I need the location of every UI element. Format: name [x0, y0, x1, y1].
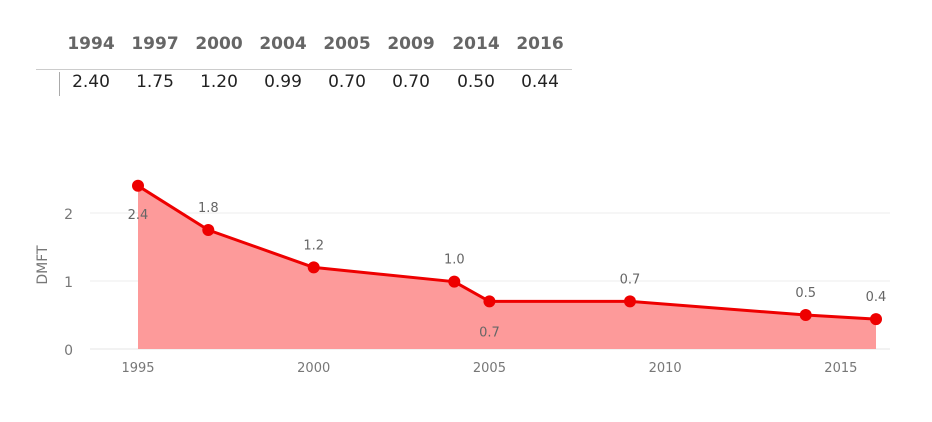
table-header-cell: 1997 — [131, 34, 179, 54]
x-tick-label: 2005 — [473, 361, 506, 376]
data-point — [870, 313, 882, 326]
y-tick-label: 0 — [64, 343, 73, 359]
data-label: 0.7 — [479, 325, 500, 340]
x-tick-label: 1995 — [121, 361, 154, 376]
table-header-cell: 2016 — [516, 34, 564, 54]
data-point — [483, 295, 496, 308]
table-header-cell: 2014 — [452, 34, 500, 54]
data-label: 0.4 — [866, 290, 887, 305]
table-value-cell: 0.44 — [521, 72, 559, 92]
data-point — [624, 295, 636, 308]
x-tick-label: 2015 — [824, 361, 857, 376]
table-value-cell: 1.20 — [200, 72, 238, 92]
y-axis-label: DMFT — [35, 245, 51, 285]
area-fill — [138, 185, 876, 349]
table-value-cell: 2.40 — [72, 72, 110, 92]
table-divider — [36, 69, 572, 70]
data-label: 2.4 — [128, 208, 149, 223]
x-tick-label: 2000 — [297, 361, 330, 376]
data-point — [202, 224, 215, 236]
data-point — [132, 179, 144, 192]
y-tick-label: 1 — [64, 275, 73, 291]
table-value-cell: 0.70 — [328, 72, 366, 92]
table-header-row: 1994 1997 2000 2004 2005 2009 2014 2016 — [36, 34, 572, 64]
data-label: 0.7 — [620, 272, 641, 287]
table-value-cell: 1.75 — [136, 72, 174, 92]
table-header-cell: 1994 — [67, 34, 115, 54]
table-header-cell: 2000 — [195, 34, 243, 54]
data-label: 1.0 — [444, 253, 465, 268]
table-value-cell: 0.50 — [457, 72, 495, 92]
y-tick-label: 2 — [64, 207, 73, 223]
data-point — [448, 275, 461, 288]
data-point — [307, 261, 320, 274]
data-label: 0.5 — [795, 286, 816, 301]
table-header-cell: 2004 — [259, 34, 307, 54]
table-value-cell: 0.99 — [264, 72, 302, 92]
x-tick-label: 2010 — [649, 361, 682, 376]
table-value-cell: 0.70 — [392, 72, 430, 92]
table-row-marker — [59, 72, 60, 96]
data-point — [799, 309, 812, 321]
data-label: 1.8 — [198, 201, 219, 216]
table-header-cell: 2005 — [323, 34, 371, 54]
table-values-row: 2.40 1.75 1.20 0.99 0.70 0.70 0.50 0.44 — [36, 72, 572, 102]
series-line — [137, 184, 877, 321]
data-label: 1.2 — [303, 238, 324, 253]
table-header-cell: 2009 — [387, 34, 435, 54]
